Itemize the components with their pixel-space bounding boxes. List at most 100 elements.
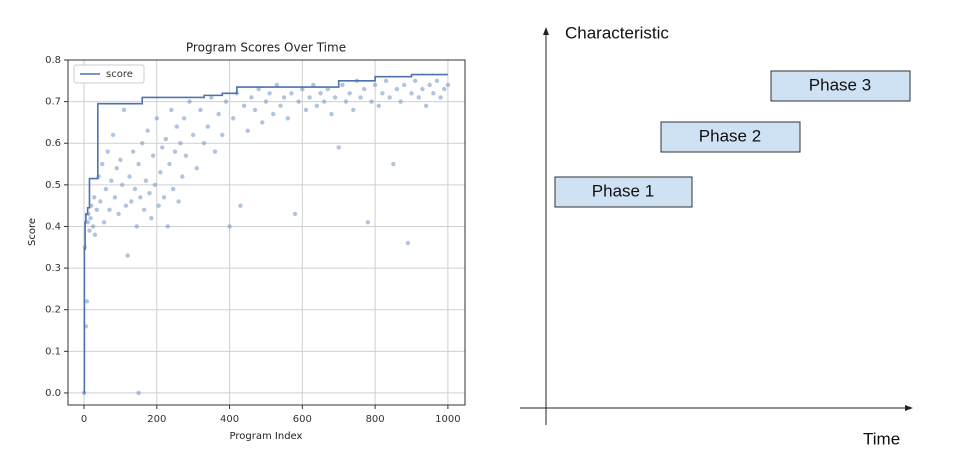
point <box>438 95 443 100</box>
point <box>223 99 229 104</box>
point <box>160 145 165 150</box>
x-tick-label: 1000 <box>435 414 460 425</box>
point <box>402 82 407 88</box>
point <box>420 86 425 92</box>
point <box>181 116 187 121</box>
point <box>147 190 152 196</box>
phase-box <box>770 70 911 102</box>
phase-label: Phase 1 <box>592 181 654 200</box>
y-axis-label: Characteristic <box>565 23 669 42</box>
phase-box <box>660 121 801 153</box>
point <box>138 195 143 200</box>
point <box>107 207 112 213</box>
point <box>241 103 247 108</box>
plot-frame <box>67 59 466 406</box>
point <box>252 107 258 113</box>
legend-box <box>73 64 145 84</box>
point <box>380 91 385 96</box>
point <box>178 141 183 146</box>
point <box>325 86 331 92</box>
point <box>391 161 396 167</box>
point <box>165 224 170 229</box>
point <box>101 220 107 225</box>
point <box>132 186 138 192</box>
point <box>121 107 127 113</box>
point <box>376 103 381 108</box>
point <box>336 145 341 150</box>
x-tick-label: 0 <box>81 414 87 425</box>
point <box>190 132 196 138</box>
x-tick-label: 800 <box>366 414 385 425</box>
point <box>278 103 283 108</box>
point <box>369 99 374 104</box>
point <box>434 78 440 84</box>
y-tick-label: 0.4 <box>45 221 61 232</box>
point <box>412 78 418 84</box>
point <box>343 99 349 104</box>
x-axis-label: Program Index <box>230 431 303 442</box>
point <box>263 99 269 104</box>
point <box>321 99 327 104</box>
point <box>409 91 414 96</box>
point <box>347 91 352 96</box>
point <box>176 199 181 204</box>
point <box>267 91 272 96</box>
point <box>442 86 447 92</box>
point <box>172 149 178 154</box>
point <box>180 174 185 179</box>
point <box>112 195 118 200</box>
point <box>130 149 136 154</box>
point <box>351 107 356 113</box>
point <box>125 253 130 258</box>
point <box>372 82 378 88</box>
point <box>245 128 250 133</box>
point <box>445 82 451 88</box>
point <box>212 149 218 154</box>
point <box>170 186 176 192</box>
phase-box <box>554 176 693 208</box>
point <box>169 107 174 113</box>
point <box>201 141 207 146</box>
point <box>332 95 338 100</box>
point <box>227 224 232 229</box>
point <box>194 166 200 171</box>
y-tick-label: 0.3 <box>45 263 61 274</box>
point <box>329 111 334 117</box>
score-line <box>83 73 448 394</box>
point <box>114 166 119 171</box>
point <box>109 178 114 183</box>
point <box>183 153 189 158</box>
point <box>87 228 92 233</box>
point <box>427 82 432 88</box>
point <box>296 99 301 104</box>
point <box>84 299 90 304</box>
point <box>398 99 403 104</box>
point <box>105 149 110 154</box>
point <box>143 178 149 183</box>
y-tick-label: 0.8 <box>45 55 61 66</box>
point <box>358 95 363 100</box>
point <box>292 211 298 217</box>
point <box>271 111 276 117</box>
phase-label: Phase 2 <box>699 126 761 145</box>
point <box>118 157 123 163</box>
point <box>209 95 214 100</box>
arrow-head <box>543 27 549 35</box>
point <box>103 186 109 192</box>
point <box>110 132 116 138</box>
point <box>289 91 294 96</box>
point <box>383 78 389 84</box>
point <box>129 199 134 204</box>
point <box>256 86 261 92</box>
point <box>274 82 280 88</box>
point <box>134 224 139 229</box>
point <box>300 86 305 92</box>
point <box>158 170 163 175</box>
point <box>281 95 287 100</box>
point <box>249 95 254 100</box>
y-tick-label: 0.7 <box>45 97 61 108</box>
point <box>136 390 141 396</box>
y-axis-label: Score <box>27 218 38 246</box>
point <box>154 116 159 121</box>
